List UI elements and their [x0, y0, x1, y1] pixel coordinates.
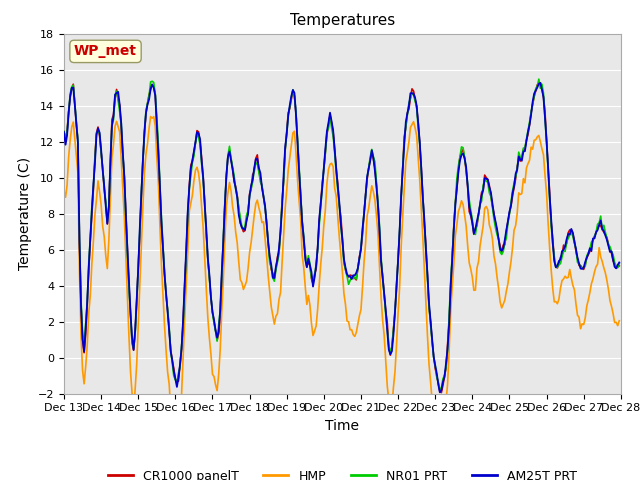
Text: WP_met: WP_met — [74, 44, 137, 59]
X-axis label: Time: Time — [325, 419, 360, 433]
Legend: CR1000 panelT, HMP, NR01 PRT, AM25T PRT: CR1000 panelT, HMP, NR01 PRT, AM25T PRT — [102, 465, 582, 480]
Title: Temperatures: Temperatures — [290, 13, 395, 28]
Y-axis label: Temperature (C): Temperature (C) — [18, 157, 32, 270]
